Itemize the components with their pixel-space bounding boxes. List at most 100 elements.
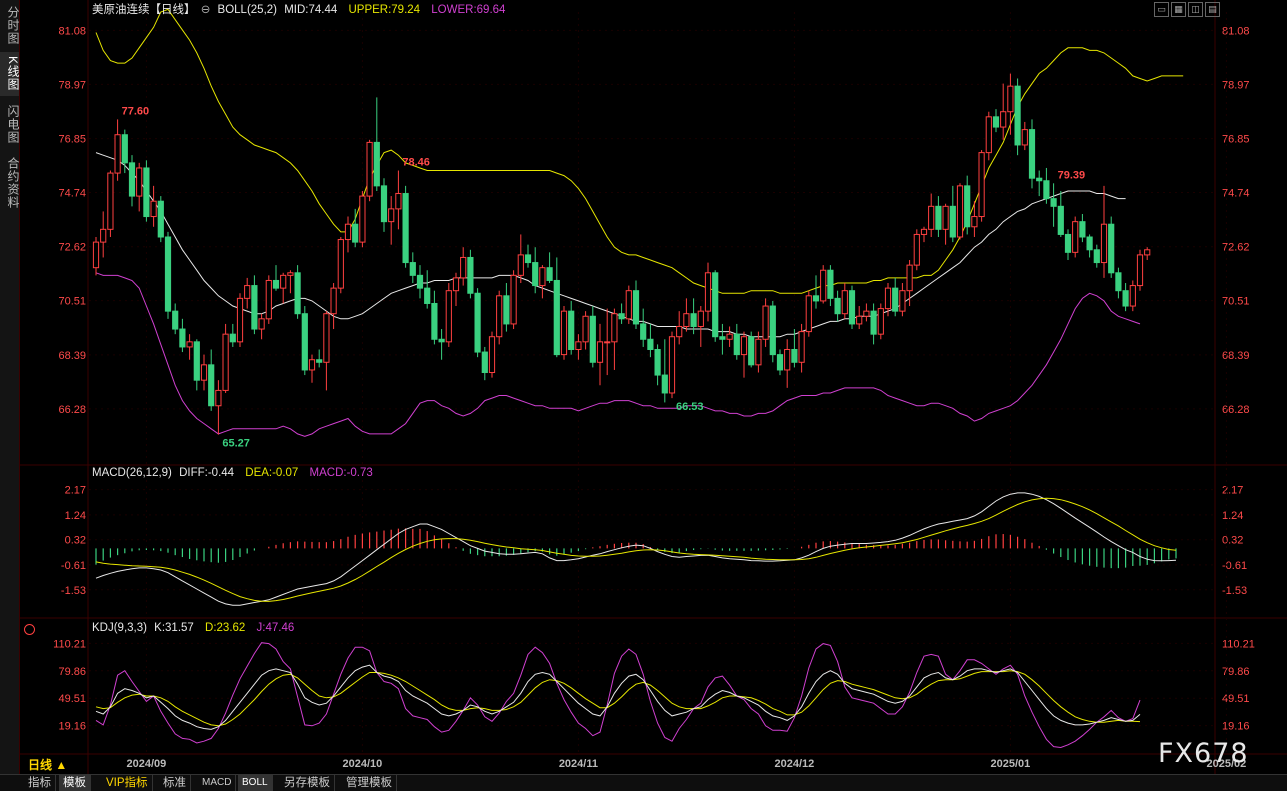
candle-body	[769, 305, 776, 356]
candle-body	[704, 272, 712, 312]
period-selector[interactable]: 日线 ▲	[28, 758, 68, 772]
candle-body	[136, 167, 143, 197]
instrument-title: 美原油连续【日线】	[92, 4, 196, 16]
candle-body	[956, 185, 964, 238]
candle-body	[740, 336, 748, 356]
candle-body	[251, 285, 258, 330]
price-panel-header: 美原油连续【日线】 ⊖ BOLL(25,2) MID:74.44 UPPER:7…	[92, 1, 513, 17]
candle-body	[431, 302, 438, 340]
candle-body	[164, 236, 172, 312]
candle-body	[100, 228, 107, 243]
tab-standard[interactable]: 标准	[159, 775, 191, 791]
y-tick-label-right: -1.53	[1222, 585, 1247, 597]
candle-body	[258, 318, 265, 330]
y-tick-label-right: 66.28	[1222, 404, 1250, 416]
boll-label: BOLL(25,2)	[217, 4, 277, 16]
candle-body	[812, 295, 820, 302]
candle-body	[899, 290, 906, 312]
candle-body	[1108, 223, 1115, 274]
candle-body	[985, 116, 992, 154]
y-tick-label-left: 81.08	[58, 25, 86, 37]
y-tick-label-left: 19.16	[58, 721, 86, 733]
y-tick-label-left: 1.24	[65, 510, 86, 522]
y-tick-label-right: 1.24	[1222, 510, 1243, 522]
candle-body	[848, 290, 856, 325]
candle-body	[632, 290, 640, 325]
y-tick-label-left: -1.53	[61, 585, 86, 597]
y-tick-label-right: 70.51	[1222, 296, 1250, 308]
tab-boll[interactable]: BOLL	[238, 775, 273, 791]
y-tick-label-left: 2.17	[65, 485, 86, 497]
tab-contract-info[interactable]: 合约资料	[6, 157, 20, 209]
tab-indicators[interactable]: 指标	[24, 775, 56, 791]
candle-body	[1144, 249, 1151, 256]
watermark-logo: FX678	[1158, 738, 1249, 769]
candle-body	[236, 297, 244, 343]
chart-canvas[interactable]: 81.08 81.08 78.97 78.97 76.85 76.85 74.74 74.74…	[0, 0, 1287, 775]
y-tick-label-right: 74.74	[1222, 188, 1250, 200]
candle-body	[488, 336, 496, 374]
circle-minus-icon[interactable]: ⊖	[200, 4, 211, 16]
candle-body	[265, 279, 272, 320]
candle-body	[834, 297, 841, 315]
tab-flash[interactable]: 闪电图	[6, 104, 20, 144]
candle-body	[157, 200, 164, 238]
y-tick-label-right: 68.39	[1222, 350, 1250, 362]
candle-body	[481, 351, 488, 374]
window-restore-icon[interactable]: ▭	[1154, 2, 1169, 17]
candle-body	[856, 315, 863, 325]
tab-vip-indicators[interactable]: VIP指标	[102, 775, 153, 791]
candle-body	[272, 279, 280, 289]
candle-body	[877, 308, 884, 335]
candle-body	[841, 290, 848, 315]
window-grid-icon[interactable]: ▦	[1171, 2, 1186, 17]
candle-body	[344, 223, 352, 241]
candle-body	[143, 167, 150, 218]
candle-body	[611, 313, 618, 343]
candle-body	[128, 162, 136, 197]
candle-body	[179, 328, 186, 348]
candle-body	[863, 310, 870, 317]
boll-lower-line	[95, 272, 1141, 437]
window-split-icon[interactable]: ◫	[1188, 2, 1203, 17]
candle-body	[1129, 285, 1136, 307]
candle-body	[380, 185, 388, 223]
candle-body	[784, 349, 791, 371]
tab-manage-templates[interactable]: 管理模板	[342, 775, 397, 791]
candle-body	[193, 341, 200, 381]
candle-body	[776, 354, 784, 371]
y-tick-label-right: 78.97	[1222, 79, 1250, 91]
candle-body	[676, 325, 683, 338]
window-tile-icon[interactable]: ▤	[1205, 2, 1220, 17]
candle-body	[409, 262, 416, 276]
candle-body	[1036, 177, 1043, 182]
tab-kline[interactable]: K线图	[0, 52, 20, 96]
candle-body	[568, 310, 575, 351]
candle-body	[416, 274, 424, 289]
y-tick-label-left: 68.39	[58, 350, 86, 362]
candle-body	[200, 364, 208, 381]
x-tick-label: 2024/12	[775, 758, 815, 770]
tab-save-template[interactable]: 另存模板	[280, 775, 335, 791]
candle-body	[719, 336, 726, 340]
candle-body	[402, 193, 409, 264]
tab-templates[interactable]: 模板	[59, 775, 91, 791]
tab-timeshare[interactable]: 分时图	[6, 5, 20, 45]
price-annotation: 78.46	[402, 157, 430, 169]
price-annotation: 79.39	[1058, 169, 1086, 181]
target-icon[interactable]	[24, 624, 35, 635]
candle-body	[373, 141, 380, 187]
price-annotation: 66.53	[676, 401, 704, 413]
candle-body	[359, 195, 366, 243]
candle-body	[1100, 223, 1108, 264]
candle-body	[884, 287, 892, 310]
y-tick-label-right: 0.32	[1222, 535, 1243, 547]
macd-panel-header: MACD(26,12,9) DIFF:-0.44 DEA:-0.07 MACD:…	[92, 467, 381, 479]
candle-body	[316, 359, 323, 363]
tab-macd[interactable]: MACD	[198, 775, 237, 791]
candle-body	[726, 333, 733, 340]
candle-body	[1079, 221, 1086, 238]
candle-body	[301, 313, 308, 371]
kdj-j: J:47.46	[256, 622, 295, 634]
x-tick-label: 2024/10	[343, 758, 383, 770]
